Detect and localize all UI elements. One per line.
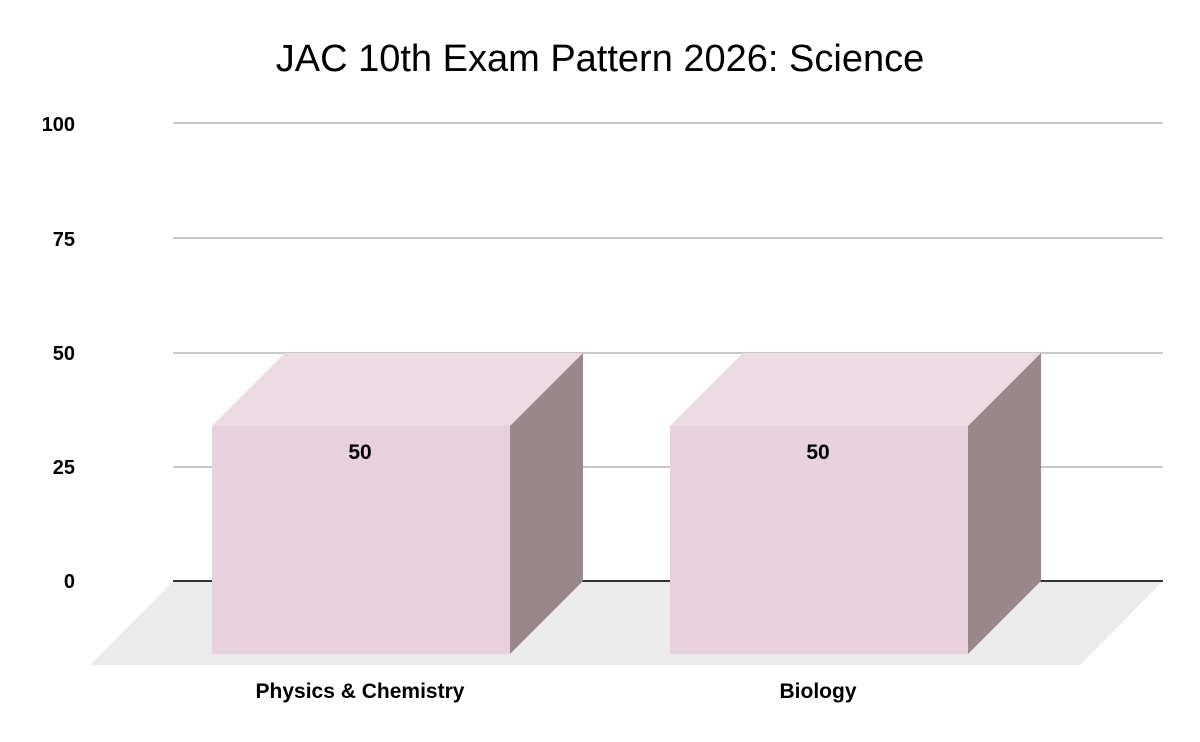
bar-top-face xyxy=(670,353,1041,426)
chart-title: JAC 10th Exam Pattern 2026: Science xyxy=(275,38,925,80)
y-tick-label: 100 xyxy=(42,114,75,136)
data-label: 50 xyxy=(806,441,829,464)
y-tick-label: 25 xyxy=(53,457,75,479)
bar-physics-chemistry: 50 xyxy=(212,353,583,654)
bar-top-face xyxy=(212,353,583,426)
x-category-label: Physics & Chemistry xyxy=(256,680,465,703)
x-category-label: Biology xyxy=(780,680,857,703)
x-axis: Physics & Chemistry Biology xyxy=(256,680,857,703)
y-tick-label: 75 xyxy=(53,229,75,251)
y-tick-label: 0 xyxy=(64,571,75,593)
data-label: 50 xyxy=(348,441,371,464)
bar-biology: 50 xyxy=(670,353,1041,654)
bar-front-face xyxy=(670,426,968,654)
y-axis: 100 75 50 25 0 xyxy=(42,114,75,593)
bar-side-face xyxy=(510,353,583,654)
bar-side-face xyxy=(968,353,1041,654)
y-tick-label: 50 xyxy=(53,343,75,365)
bar-front-face xyxy=(212,426,510,654)
